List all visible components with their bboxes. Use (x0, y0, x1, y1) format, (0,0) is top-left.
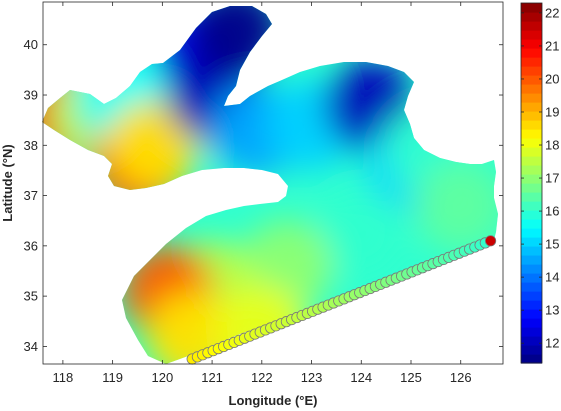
x-axis: 118 119 120 121 122 123 124 125 126 (53, 2, 472, 385)
y-tick-label: 38 (24, 138, 38, 153)
colorbar-band (521, 192, 542, 202)
colorbar-band (521, 156, 542, 166)
colorbar-band (521, 120, 542, 130)
x-tick-label: 118 (53, 370, 74, 385)
colorbar: 12 13 14 15 16 17 18 19 20 21 22 (520, 2, 559, 364)
colorbar-band (521, 39, 542, 49)
colorbar-tick-label: 13 (545, 303, 559, 318)
colorbar-tick-label: 22 (545, 5, 559, 20)
field-sample-14 (315, 189, 408, 282)
colorbar-band (521, 147, 542, 157)
colorbar-band (521, 210, 542, 220)
y-tick-label: 37 (24, 188, 38, 203)
colorbar-band (521, 327, 542, 337)
y-tick-label: 34 (24, 339, 38, 354)
colorbar-tick-label: 12 (545, 336, 559, 351)
colorbar-band (521, 282, 542, 292)
colorbar-band (521, 48, 542, 58)
y-axis-label: Latitude (°N) (0, 144, 15, 221)
colorbar-band (521, 165, 542, 175)
colorbar-band (521, 75, 542, 85)
colorbar-band (521, 30, 542, 40)
colorbar-band (521, 129, 542, 139)
colorbar-tick-label: 17 (545, 171, 559, 186)
colorbar-band (521, 237, 542, 247)
colorbar-tick-label: 18 (545, 138, 559, 153)
y-axis: 34 35 36 37 38 39 40 (24, 37, 503, 354)
colorbar-band (521, 21, 542, 31)
colorbar-band (521, 228, 542, 238)
y-tick-label: 35 (24, 289, 38, 304)
x-tick-label: 125 (400, 370, 422, 385)
axes-box (42, 1, 504, 365)
colorbar-band (521, 300, 542, 310)
colorbar-tick-label: 19 (545, 104, 559, 119)
x-axis-label: Longitude (°E) (229, 393, 318, 408)
transect-marker (484, 235, 497, 247)
colorbar-tick-label: 21 (545, 38, 559, 53)
colorbar-tick-label: 20 (545, 71, 559, 86)
colorbar-band (521, 219, 542, 229)
colorbar-band (521, 291, 542, 301)
colorbar-band (521, 174, 542, 184)
colorbar-band (521, 12, 542, 22)
x-tick-label: 121 (201, 370, 223, 385)
colorbar-tick-label: 15 (545, 237, 559, 252)
transect-markers (186, 235, 497, 365)
colorbar-band (521, 201, 542, 211)
y-tick-label: 39 (24, 88, 38, 103)
colorbar-band (521, 93, 542, 103)
field-sample-13 (414, 159, 498, 252)
colorbar-band (521, 318, 542, 328)
colorbar-band (521, 336, 542, 346)
x-tick-label: 124 (350, 370, 372, 385)
colorbar-band (521, 255, 542, 265)
colorbar-band (521, 102, 542, 112)
colorbar-band (521, 138, 542, 148)
colorbar-band (521, 111, 542, 121)
colorbar-band (521, 84, 542, 94)
x-tick-label: 120 (151, 370, 173, 385)
y-tick-label: 40 (24, 37, 38, 52)
x-tick-label: 126 (450, 370, 472, 385)
x-tick-label: 123 (301, 370, 323, 385)
colorbar-band (521, 246, 542, 256)
colorbar-band (521, 183, 542, 193)
colorbar-band (521, 66, 542, 76)
colorbar-band (521, 309, 542, 319)
colorbar-band (521, 57, 542, 67)
x-tick-label: 122 (251, 370, 273, 385)
x-tick-label: 119 (102, 370, 123, 385)
colorbar-band (521, 354, 542, 364)
colorbar-band (521, 264, 542, 274)
colorbar-band (521, 3, 542, 13)
colorbar-tick-label: 16 (545, 204, 559, 219)
colorbar-band (521, 345, 542, 355)
colorbar-tick-label: 14 (545, 270, 559, 285)
y-tick-label: 36 (24, 238, 38, 253)
colorbar-band (521, 273, 542, 283)
